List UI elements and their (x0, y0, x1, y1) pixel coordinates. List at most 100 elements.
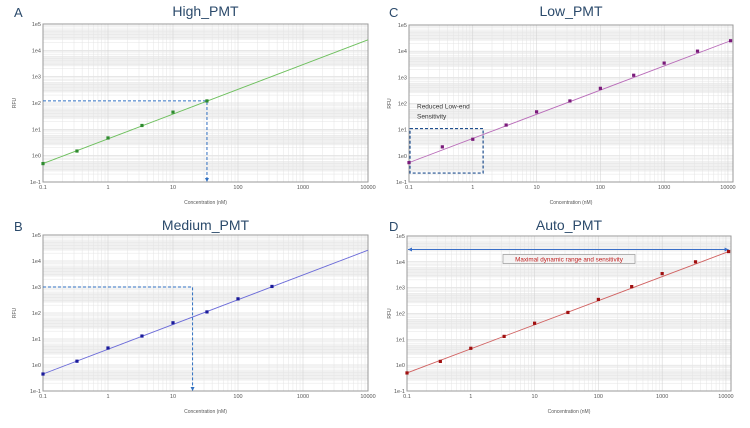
grid-band (409, 109, 733, 120)
y-tick-label: 1e3 (32, 75, 41, 81)
data-point (469, 346, 473, 350)
data-point (140, 123, 144, 128)
data-point (726, 249, 731, 254)
grid-band (43, 266, 368, 277)
chart-title: High_PMT (172, 3, 239, 19)
y-tick-label: 1e5 (396, 234, 405, 240)
data-point (660, 272, 664, 276)
y-axis-label: RFU (387, 98, 393, 109)
x-tick-label: 100 (594, 394, 603, 400)
data-point (140, 334, 144, 338)
y-tick-label: 1e4 (32, 259, 41, 265)
grid-band (409, 161, 733, 172)
grid-band (407, 241, 731, 252)
panel-c: C Low_PMT 1e-1 1e0 1e1 1e2 1e3 1e4 1e5 0.1 1 10 100 1… (387, 3, 736, 206)
panel-b: B Medium_PMT 1e-1 1e0 1e1 1e2 1e3 1e4 1e5 0.1 1 10 1… (12, 217, 376, 415)
arrow-right-icon (724, 247, 729, 252)
data-point (695, 49, 700, 53)
data-point (75, 149, 79, 153)
x-tick-label: 0.1 (39, 185, 47, 191)
grid-band (43, 161, 368, 172)
y-tick-label: 1e3 (32, 285, 41, 291)
range-label-box (502, 254, 636, 264)
chart-title: Medium_PMT (162, 217, 250, 233)
x-tick-label: 10000 (360, 394, 375, 400)
data-point (632, 73, 636, 77)
x-tick-label: 10 (170, 394, 176, 400)
plot-frame (408, 24, 734, 183)
y-tick-label: 1e1 (396, 337, 405, 343)
y-tick-label: 1e-1 (30, 389, 41, 395)
x-tick-label: 0.1 (39, 394, 47, 400)
data-point (407, 161, 411, 165)
x-axis-label: Concentration (nM) (184, 200, 227, 206)
grid-band (43, 292, 368, 303)
y-tick-label: 1e1 (32, 337, 41, 343)
chart-title: Low_PMT (539, 3, 602, 19)
annotation-box (409, 127, 484, 174)
x-tick-label: 10 (534, 185, 540, 191)
grid-band (409, 83, 733, 94)
grid-band (407, 345, 731, 355)
grid-band (407, 319, 731, 330)
data-point (728, 39, 733, 43)
panel-label: C (389, 5, 398, 20)
data-point (270, 284, 274, 289)
data-point (106, 136, 110, 140)
data-point (630, 284, 634, 289)
x-tick-label: 10 (532, 394, 538, 400)
grid-band (43, 344, 368, 355)
grid-band (43, 370, 368, 381)
x-tick-label: 1000 (297, 394, 309, 400)
x-tick-label: 1 (471, 185, 474, 191)
y-tick-label: 1e2 (396, 312, 405, 318)
y-tick-label: 1e2 (32, 311, 41, 317)
y-tick-label: 1e5 (32, 22, 41, 28)
panel-label: D (389, 219, 398, 234)
x-tick-label: 100 (596, 185, 605, 191)
x-tick-label: 10000 (360, 185, 375, 191)
data-point (75, 359, 79, 363)
annotation-text: Reduced Low-end Sensitivity (417, 104, 470, 121)
data-point (106, 346, 110, 350)
arrow-left-icon (408, 247, 412, 252)
y-tick-label: 1e0 (32, 154, 41, 160)
y-tick-label: 1e4 (396, 260, 405, 266)
plot-frame (42, 234, 369, 392)
data-point (236, 297, 240, 301)
data-point (502, 334, 506, 338)
x-tick-label: 0.1 (403, 394, 411, 400)
panel-a: A High_PMT 1e-1 1e0 1e1 1e2 1e3 1e4 1e5 0.1 1 10 100… (12, 3, 376, 206)
grid-band (407, 370, 731, 381)
data-point (566, 310, 570, 315)
panel-label: A (14, 5, 23, 20)
y-axis-label: RFU (12, 97, 18, 108)
y-tick-label: 1e3 (398, 75, 407, 81)
grid-band (407, 293, 731, 304)
annotation-line: Sensitivity (417, 114, 447, 121)
panel-label: B (14, 219, 23, 234)
grid-band (43, 108, 368, 119)
data-point (662, 61, 666, 65)
data-point (568, 99, 572, 103)
y-tick-label: 1e1 (32, 127, 41, 133)
grid-band (407, 267, 731, 278)
annotation-line: Reduced Low-end (417, 104, 470, 111)
data-point (41, 161, 45, 166)
chart-title: Auto_PMT (536, 217, 603, 233)
y-axis-label: RFU (12, 307, 18, 318)
data-point (440, 145, 444, 149)
data-point (693, 260, 698, 264)
data-point (504, 123, 508, 127)
data-point (438, 359, 442, 363)
data-point (171, 110, 175, 114)
x-tick-label: 10 (170, 185, 176, 191)
data-point (41, 372, 45, 376)
grid-band (43, 318, 368, 329)
y-tick-label: 1e0 (396, 363, 405, 369)
plot-frame (42, 23, 369, 183)
x-tick-label: 0.1 (405, 185, 413, 191)
x-tick-label: 100 (233, 394, 242, 400)
data-point (205, 99, 209, 103)
